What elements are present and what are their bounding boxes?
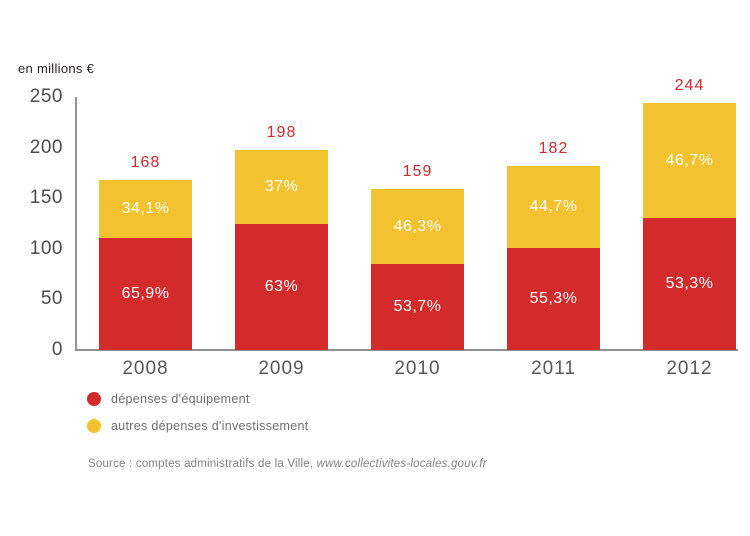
y-tick-label: 0 (51, 339, 63, 360)
percent-label: 53,7% (393, 298, 442, 315)
segment-autres-depenses: 37% (235, 150, 328, 224)
bar-2009: 37% 63% 198 (235, 124, 328, 350)
percent-label: 46,7% (665, 151, 714, 169)
y-tick-label: 50 (40, 288, 63, 310)
x-tick-label: 2009 (258, 358, 305, 379)
segment-depenses-equipement: 53,7% (371, 264, 464, 350)
legend: dépenses d'équipement autres dépenses d'… (87, 391, 309, 445)
legend-label: dépenses d'équipement (111, 392, 250, 406)
percent-label: 53,3% (665, 275, 714, 292)
percent-label: 55,3% (529, 290, 578, 307)
segment-autres-depenses: 46,3% (371, 189, 464, 264)
segment-autres-depenses: 46,7% (643, 103, 736, 218)
legend-dot-red (87, 392, 101, 406)
source-text: Source : comptes administratifs de la Vi… (88, 458, 317, 470)
source-url: www.collectivites-locales.gouv.fr (316, 458, 487, 470)
bar-2008: 34,1% 65,9% 168 (99, 154, 192, 350)
percent-label: 46,3% (393, 217, 442, 235)
total-label: 198 (266, 124, 297, 141)
x-axis-line (75, 349, 738, 351)
total-label: 182 (538, 140, 569, 157)
segment-depenses-equipement: 65,9% (99, 238, 192, 350)
source-line: Source : comptes administratifs de la Vi… (88, 458, 487, 470)
y-tick-label: 200 (29, 136, 63, 158)
x-tick-label: 2010 (394, 358, 441, 379)
total-label: 168 (130, 154, 161, 171)
x-tick-label: 2011 (531, 358, 576, 379)
legend-item-equipement: dépenses d'équipement (87, 391, 309, 407)
x-tick-label: 2008 (122, 358, 169, 379)
legend-dot-yellow (87, 419, 101, 433)
percent-label: 44,7% (529, 198, 578, 215)
bar-2011: 44,7% 55,3% 182 (507, 140, 600, 350)
segment-depenses-equipement: 63% (235, 224, 328, 350)
percent-label: 37% (264, 178, 299, 195)
y-axis-line (75, 97, 77, 350)
segment-depenses-equipement: 55,3% (507, 248, 600, 350)
y-tick-label: 100 (29, 237, 63, 259)
bar-2012: 46,7% 53,3% 244 (643, 77, 736, 350)
percent-label: 65,9% (121, 285, 170, 302)
legend-item-investissement: autres dépenses d'investissement (87, 418, 309, 434)
y-axis-title: en millions € (18, 61, 95, 76)
percent-label: 34,1% (121, 200, 170, 217)
total-label: 244 (674, 77, 705, 94)
y-tick-label: 250 (29, 86, 63, 107)
x-tick-label: 2012 (666, 358, 713, 379)
segment-autres-depenses: 44,7% (507, 166, 600, 248)
percent-label: 63% (264, 278, 299, 295)
total-label: 159 (402, 163, 433, 180)
bar-2010: 46,3% 53,7% 159 (371, 163, 464, 350)
y-tick-label: 150 (29, 187, 63, 209)
segment-depenses-equipement: 53,3% (643, 218, 736, 350)
legend-label: autres dépenses d'investissement (111, 419, 309, 433)
segment-autres-depenses: 34,1% (99, 180, 192, 238)
